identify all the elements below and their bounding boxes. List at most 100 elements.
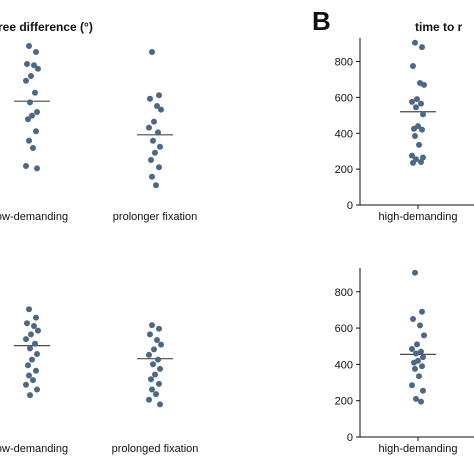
data-point [421, 81, 427, 88]
data-point [28, 331, 34, 338]
data-point [157, 401, 163, 408]
data-point [35, 327, 41, 334]
data-point [150, 361, 156, 368]
data-point [26, 306, 32, 313]
x-category-label: ow-demanding [0, 443, 68, 455]
data-point [409, 345, 415, 352]
data-point [32, 340, 38, 347]
data-point [31, 62, 37, 69]
data-point [29, 356, 35, 363]
x-category-label: prolonged fixation [112, 443, 199, 455]
data-point [414, 341, 420, 348]
data-point [148, 376, 154, 383]
data-point [33, 128, 39, 135]
data-point [30, 145, 36, 151]
data-point [150, 137, 156, 144]
data-point [418, 100, 424, 107]
data-point [26, 372, 32, 379]
data-point [410, 63, 416, 70]
data-point [409, 382, 415, 389]
data-point [146, 396, 152, 403]
data-point [24, 320, 30, 327]
data-point [158, 106, 164, 113]
data-point [146, 351, 152, 358]
data-point [411, 125, 417, 132]
data-point [419, 363, 425, 370]
data-point [420, 154, 426, 161]
data-point [414, 96, 420, 103]
data-point [412, 269, 418, 276]
data-point [413, 104, 419, 111]
data-point [27, 99, 33, 106]
data-point [157, 365, 163, 372]
data-point [411, 359, 417, 366]
data-point [148, 157, 154, 163]
data-point [147, 331, 153, 338]
data-point [413, 350, 419, 357]
data-point [24, 61, 30, 67]
panel-top-left: ree difference (°) ow-demanding prolonger … [0, 20, 197, 223]
y-tick-label: 400 [335, 128, 353, 140]
data-point [153, 391, 159, 398]
panel-bottom-left: ow-demanding prolonged fixation [0, 306, 198, 455]
data-point [25, 116, 31, 123]
data-point [416, 373, 422, 380]
data-point [413, 395, 419, 402]
data-point [156, 92, 162, 99]
data-point [26, 137, 32, 144]
data-point [417, 322, 423, 329]
data-point [420, 354, 426, 361]
data-point [23, 77, 29, 84]
data-point [155, 356, 161, 363]
data-point [31, 323, 37, 329]
data-point [23, 336, 29, 343]
data-point [32, 89, 38, 96]
data-point [27, 392, 33, 399]
y-tick-label: 600 [335, 92, 353, 104]
x-category-label: high-demanding [379, 211, 458, 223]
y-tick-label: 0 [347, 200, 353, 212]
data-point [418, 398, 424, 405]
data-point [34, 165, 40, 172]
data-point [152, 149, 158, 156]
data-point [419, 44, 425, 51]
data-point [28, 73, 34, 79]
data-point [23, 381, 29, 388]
data-point [416, 141, 422, 148]
data-point [419, 308, 425, 315]
chart-title: ree difference (°) [0, 20, 93, 34]
data-point [34, 109, 40, 115]
panel-top-right: B time to r 0 200 400 600 800 high-demanding [312, 6, 474, 223]
data-point [149, 386, 155, 393]
y-tick-label: 800 [335, 287, 353, 299]
data-point [418, 158, 424, 165]
data-point [420, 111, 426, 118]
data-point [421, 332, 427, 339]
data-point [33, 314, 39, 321]
data-point [410, 159, 416, 166]
data-point [149, 49, 155, 55]
y-tick-label: 400 [335, 359, 353, 371]
y-tick-label: 200 [335, 396, 353, 408]
data-point [151, 346, 157, 353]
data-point [418, 348, 424, 355]
data-point [26, 43, 32, 49]
data-point [25, 362, 31, 369]
data-point [412, 132, 418, 139]
y-tick-label: 200 [335, 164, 353, 176]
data-point [33, 49, 39, 55]
data-point [152, 371, 158, 378]
x-category-label: ow-demanding [0, 211, 68, 223]
data-point [156, 380, 162, 387]
x-category-label: prolonger fixation [113, 211, 197, 223]
data-point [410, 316, 416, 323]
data-point [157, 143, 163, 150]
x-category-label: high-demanding [379, 443, 458, 455]
data-point [29, 112, 35, 119]
data-point [412, 39, 418, 46]
data-point [34, 351, 40, 357]
data-point [153, 182, 159, 189]
y-tick-label: 800 [335, 57, 353, 69]
data-point [149, 173, 155, 180]
